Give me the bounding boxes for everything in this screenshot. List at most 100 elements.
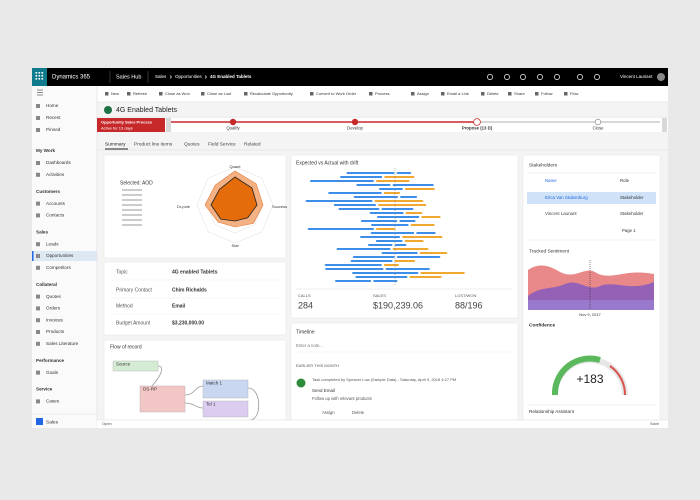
nav-item[interactable]: Quotes	[46, 294, 62, 299]
breadcrumb[interactable]: Sales	[155, 74, 167, 79]
save-button[interactable]: Save	[650, 421, 660, 426]
nav-icon	[36, 172, 40, 177]
command-icon	[201, 92, 205, 96]
breadcrumb[interactable]: Opportunities	[175, 74, 203, 79]
nav-group-title: Sales	[36, 229, 48, 234]
command-button[interactable]: Email a Link	[447, 91, 469, 96]
stakeholder-role: Stakeholder	[620, 211, 644, 216]
drift-bar	[420, 272, 465, 274]
top-icon[interactable]	[504, 74, 510, 80]
drift-bar	[384, 176, 415, 178]
process-stage-dot[interactable]	[229, 118, 237, 126]
field-value: $3,230,000.00	[172, 320, 204, 326]
command-icon	[105, 92, 109, 96]
status-text: Open	[102, 421, 112, 426]
command-button[interactable]: Refresh	[133, 91, 147, 96]
drift-bar	[325, 268, 384, 270]
stakeholder-name[interactable]: Vincent Lauriant	[545, 211, 577, 216]
top-icon[interactable]	[537, 74, 543, 80]
drift-bar	[400, 196, 418, 198]
command-button[interactable]: Convert to Work Order	[316, 91, 357, 96]
top-icon[interactable]	[520, 74, 526, 80]
radar-axis-label: Dr-pole	[177, 204, 191, 209]
note-input[interactable]: Enter a note...	[296, 343, 323, 348]
top-icon[interactable]	[554, 74, 560, 80]
tab[interactable]: Field Service	[208, 141, 236, 147]
command-button[interactable]: Assign	[417, 91, 429, 96]
stat-label: SALES	[373, 293, 386, 298]
command-button[interactable]: Close as Lost	[207, 91, 232, 96]
flow-node-label: DS-RP	[143, 387, 157, 392]
nav-item[interactable]: Accounts	[46, 201, 66, 206]
nav-icon	[36, 399, 40, 404]
nav-item[interactable]: Goals	[46, 370, 59, 375]
top-icon[interactable]	[577, 74, 583, 80]
user-name[interactable]: Vincent Lauriant	[620, 74, 653, 79]
nav-item[interactable]: Opportunities	[46, 253, 74, 258]
process-stage-dot[interactable]	[351, 118, 359, 126]
process-stage[interactable]: Close	[593, 126, 605, 131]
card-title: Tracked Sentiment	[529, 248, 570, 254]
launcher-dot	[38, 78, 41, 80]
nav-item[interactable]: Sales Literature	[46, 341, 79, 346]
tab[interactable]: Product line items	[134, 141, 173, 147]
command-button[interactable]: Flow	[570, 91, 579, 96]
command-button[interactable]: Close as Won	[165, 91, 190, 96]
nav-item[interactable]: Competitors	[46, 265, 71, 270]
command-button[interactable]: Process	[375, 91, 389, 96]
drift-bar	[353, 196, 399, 198]
process-stage[interactable]: Qualify	[226, 126, 240, 131]
nav-item[interactable]: Products	[46, 329, 65, 334]
nav-item[interactable]: Leads	[46, 241, 59, 246]
command-icon	[369, 92, 373, 96]
nav-item[interactable]: Activities	[46, 172, 65, 177]
nav-item[interactable]: Home	[46, 103, 59, 108]
launcher-dot	[41, 75, 44, 77]
top-icon[interactable]	[487, 74, 493, 80]
flow-node	[202, 400, 249, 418]
drift-bar	[399, 220, 416, 222]
process-stage-dot[interactable]	[594, 118, 602, 126]
breadcrumb[interactable]: 4G Enabled Tablets	[210, 74, 252, 79]
row-selected	[527, 192, 656, 204]
radar-axis-label: Quant	[230, 164, 242, 169]
command-button[interactable]: Share	[514, 91, 525, 96]
command-icon	[310, 92, 314, 96]
command-button[interactable]: Follow	[541, 91, 553, 96]
process-stage-dot[interactable]	[473, 118, 481, 126]
nav-item[interactable]: Invoices	[46, 317, 64, 322]
radar-ring	[196, 166, 274, 244]
stat-value: 284	[298, 300, 313, 310]
stakeholder-role: Stakeholder	[620, 195, 644, 200]
timeline-action[interactable]: Delete	[352, 410, 365, 415]
drift-bar	[340, 176, 383, 178]
command-icon	[441, 92, 445, 96]
nav-icon	[36, 306, 40, 311]
app-name[interactable]: Dynamics 365	[52, 75, 91, 81]
nav-item[interactable]: Recent	[46, 115, 61, 120]
tab[interactable]: Quotes	[184, 141, 200, 147]
command-icon	[244, 92, 248, 96]
process-stage[interactable]: Propose (13 D)	[462, 126, 493, 131]
top-icon[interactable]	[594, 74, 600, 80]
nav-item[interactable]: Contacts	[46, 213, 65, 218]
command-button[interactable]: New	[111, 91, 119, 96]
drift-bar	[396, 256, 441, 258]
nav-item[interactable]: Cases	[46, 399, 60, 404]
process-stage[interactable]: Develop	[347, 126, 363, 131]
tab[interactable]: Related	[244, 141, 261, 147]
stakeholder-name[interactable]: Erica Van Stubenburg	[545, 195, 588, 200]
drift-bar	[378, 204, 427, 206]
nav-item[interactable]: Dashboards	[46, 160, 71, 165]
process-name[interactable]: Opportunity Sales Process	[101, 120, 153, 125]
tab[interactable]: Summary	[105, 141, 126, 147]
launcher-dot	[35, 78, 38, 80]
drift-bar	[392, 184, 434, 186]
command-button[interactable]: Delete	[487, 91, 499, 96]
area-switcher[interactable]: Sales	[46, 419, 59, 425]
timeline-action[interactable]: Assign	[322, 410, 335, 415]
nav-item[interactable]: Orders	[46, 306, 61, 311]
command-button[interactable]: Recalculate Opportunity	[250, 91, 293, 96]
nav-item[interactable]: Pinned	[46, 127, 61, 132]
